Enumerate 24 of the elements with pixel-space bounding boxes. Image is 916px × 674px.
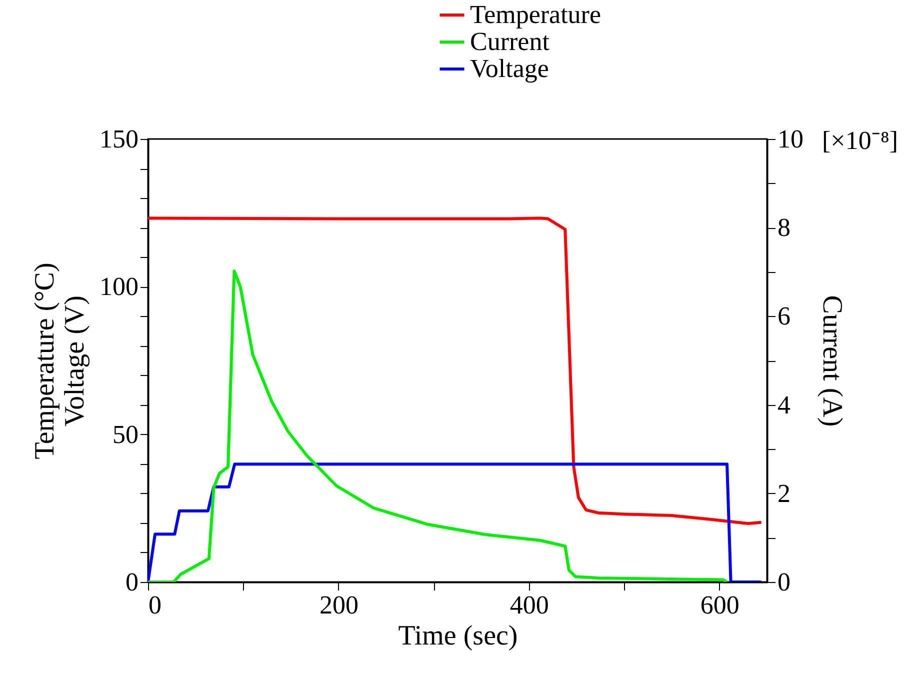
- y2-tick-label: 8: [778, 213, 790, 242]
- line-series: [148, 270, 729, 582]
- y-tick-label: 150: [100, 124, 138, 154]
- legend-label: Voltage: [470, 54, 549, 83]
- y2-tick-label: 4: [778, 390, 790, 420]
- y-tick-label: 100: [100, 272, 138, 302]
- legend-label: Current: [470, 27, 550, 56]
- x-tick-label: 200: [319, 590, 358, 620]
- y2-tick-label: 6: [778, 302, 790, 331]
- y-tick-label: 0: [126, 568, 138, 596]
- x-tick-label: 400: [510, 590, 549, 620]
- y2-tick-label: 2: [778, 478, 790, 508]
- y2-axis-title: Current (A): [816, 295, 848, 427]
- y2-tick-label: 0: [778, 568, 790, 596]
- x-axis-title: Time (sec): [398, 620, 518, 652]
- legend-label: Temperature: [470, 0, 601, 29]
- line-series: [148, 462, 763, 582]
- x-tick-label: 600: [700, 590, 740, 620]
- x-tick-label: 0: [148, 590, 162, 620]
- y2-tick-label: 10: [778, 124, 804, 154]
- line-series: [148, 216, 763, 526]
- y-axis-title: Temperature (°C) Voltage (V): [30, 262, 90, 460]
- y-tick-label: 50: [112, 420, 138, 449]
- text: [×10⁻⁸]: [822, 126, 898, 155]
